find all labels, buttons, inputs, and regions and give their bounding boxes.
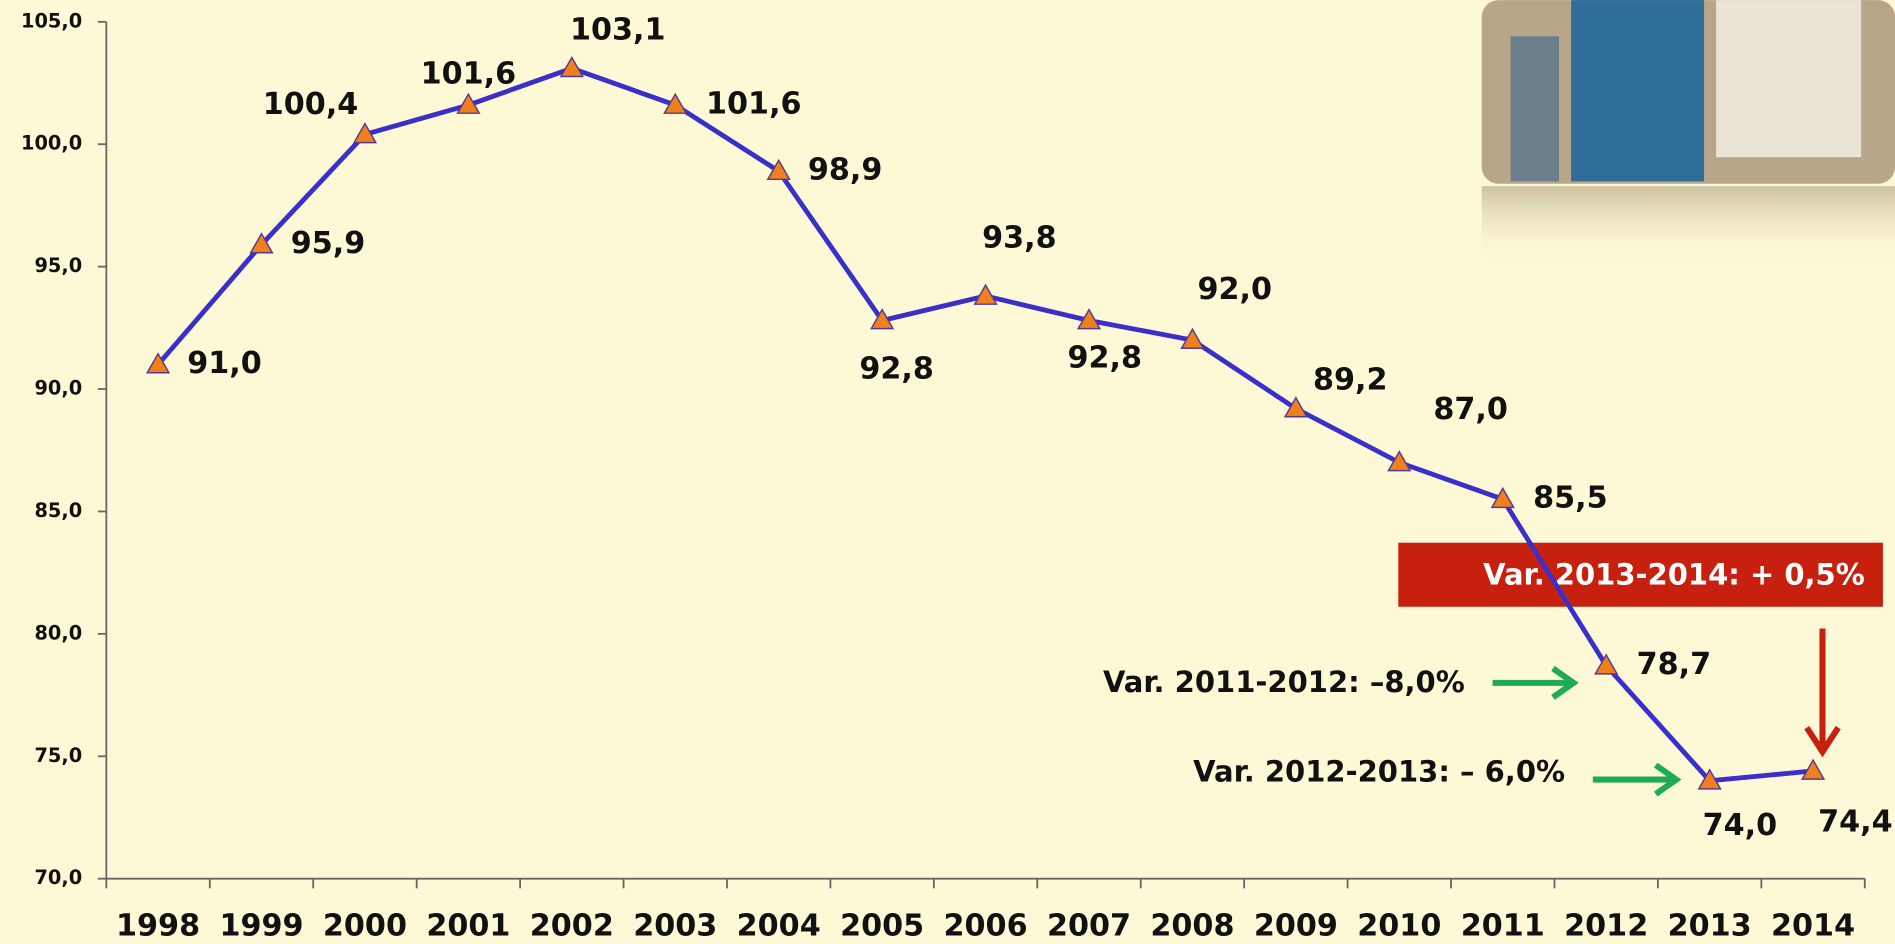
x-tick-label: 2003 (633, 909, 717, 944)
data-label: 93,8 (982, 221, 1057, 256)
annotation: Var. 2012-2013: – 6,0% (1193, 755, 1565, 789)
annotation: Var. 2011-2012: –8,0% (1103, 665, 1465, 699)
y-tick-label: 90,0 (34, 377, 82, 400)
y-tick-label: 80,0 (34, 621, 82, 644)
annotation-box: Var. 2013-2014: + 0,5% (1398, 543, 1883, 607)
y-tick-label: 70,0 (34, 866, 82, 889)
x-tick-label: 2005 (840, 909, 924, 944)
x-tick-label: 2014 (1771, 909, 1855, 944)
x-tick-label: 1998 (116, 909, 200, 944)
data-label: 85,5 (1533, 481, 1608, 516)
data-label: 78,7 (1637, 647, 1712, 682)
data-label: 74,0 (1703, 808, 1778, 843)
y-tick-label: 100,0 (21, 132, 82, 155)
x-tick-label: 2001 (426, 909, 510, 944)
x-tick-label: 2000 (323, 909, 407, 944)
data-label: 101,6 (706, 87, 802, 122)
data-label: 89,2 (1313, 362, 1388, 397)
x-tick-label: 2004 (737, 909, 821, 944)
data-label: 103,1 (570, 12, 666, 47)
x-tick-label: 2007 (1047, 909, 1131, 944)
data-label: 100,4 (263, 87, 359, 122)
x-tick-label: 2013 (1668, 909, 1752, 944)
y-tick-label: 95,0 (34, 254, 82, 277)
x-tick-label: 2011 (1461, 909, 1545, 944)
data-label: 91,0 (187, 346, 262, 381)
data-label: 87,0 (1433, 392, 1508, 427)
x-tick-label: 1999 (219, 909, 303, 944)
x-tick-label: 2008 (1150, 909, 1234, 944)
x-tick-label: 2010 (1357, 909, 1441, 944)
data-label: 92,0 (1197, 272, 1272, 307)
data-label: 95,9 (291, 226, 366, 261)
data-label: 74,4 (1818, 804, 1893, 839)
x-tick-label: 2006 (944, 909, 1028, 944)
y-tick-label: 85,0 (34, 499, 82, 522)
x-tick-label: 2002 (530, 909, 614, 944)
photo (1482, 0, 1895, 266)
data-label: 92,8 (1067, 341, 1142, 376)
y-tick-label: 75,0 (34, 744, 82, 767)
chart: Var. 2013-2014: + 0,5% Var. 2011-2012: –… (0, 0, 1895, 944)
data-label: 92,8 (859, 352, 934, 387)
data-label: 101,6 (421, 56, 517, 91)
x-tick-label: 2012 (1564, 909, 1648, 944)
page: Var. 2013-2014: + 0,5% Var. 2011-2012: –… (0, 0, 1895, 944)
y-tick-label: 105,0 (21, 9, 82, 32)
data-label: 98,9 (808, 153, 883, 188)
x-tick-label: 2009 (1254, 909, 1338, 944)
